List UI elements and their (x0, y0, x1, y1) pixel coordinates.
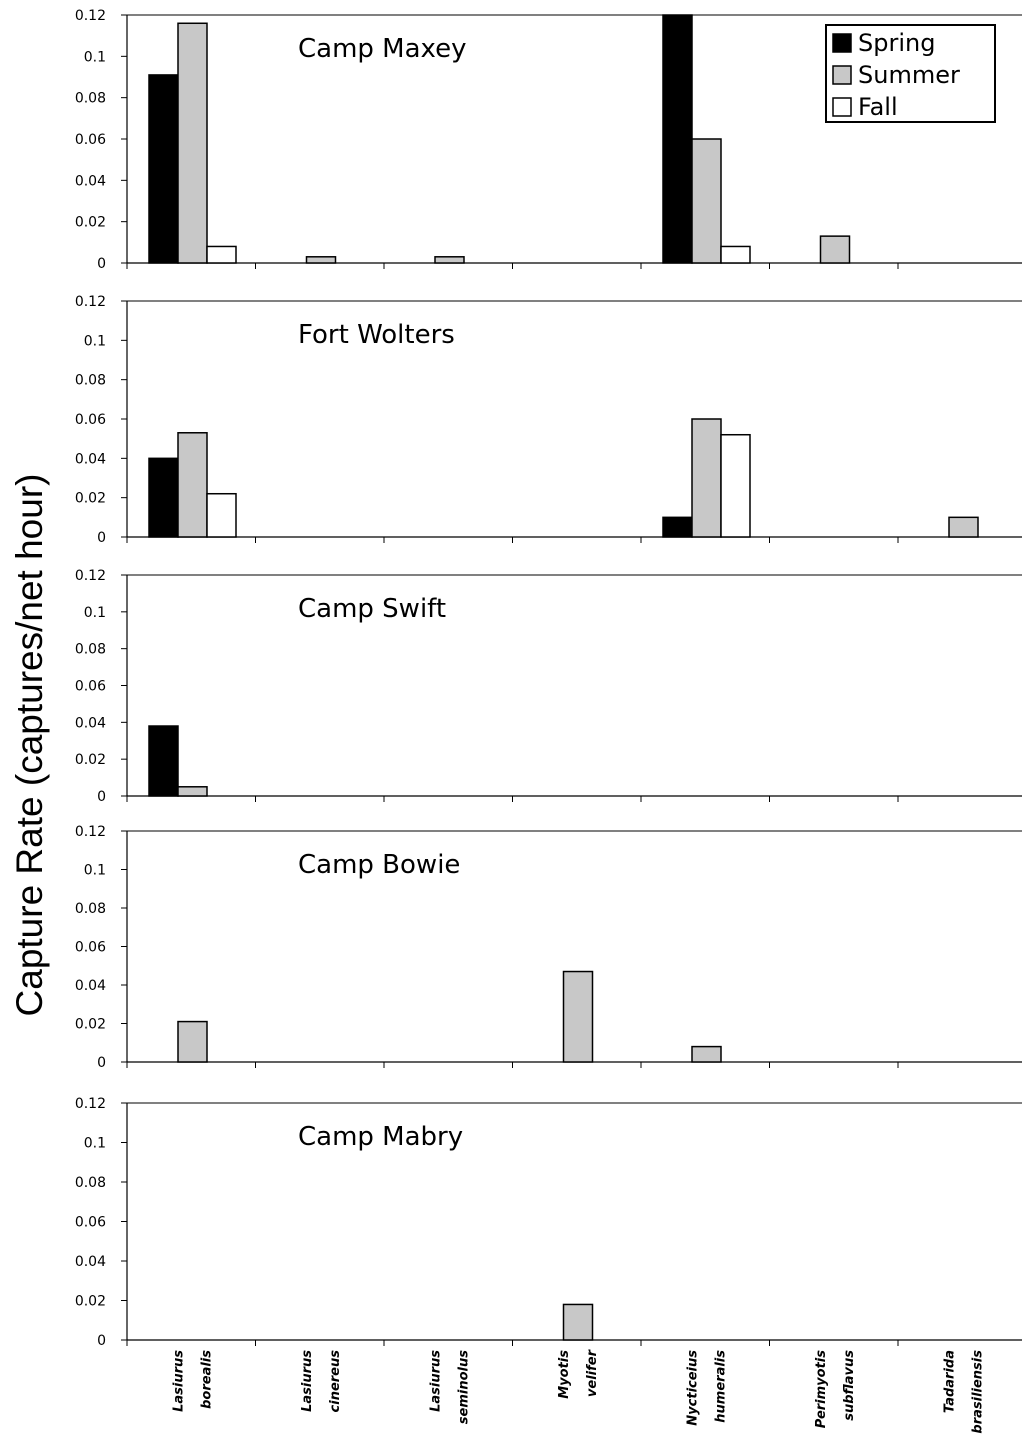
y-tick-label: 0.1 (84, 605, 106, 621)
y-tick-label: 0.1 (84, 49, 106, 65)
panel-title: Camp Swift (298, 594, 446, 624)
bar-summer-myotis-velifer (562, 1303, 594, 1341)
bar-summer-perimyotis-subflavus (819, 235, 851, 264)
panel-camp-bowie: 0 0.02 0.04 0.06 0.08 0.1 0.12 Camp Bowie (75, 824, 1022, 1071)
y-tick-label: 0.08 (75, 373, 106, 389)
bar-summer-lasiurus-cinereus (305, 256, 337, 264)
panel-title: Camp Mabry (298, 1122, 463, 1152)
x-tick-label: velifer (585, 1348, 600, 1397)
panel-title: Camp Maxey (298, 34, 467, 64)
x-tick-label: Perimyotis (814, 1350, 829, 1428)
y-tick-label: 0 (97, 1055, 106, 1071)
legend-swatch-summer (832, 65, 852, 85)
legend: Spring Summer Fall (825, 24, 996, 123)
bar-summer-nycticeius-humeralis (691, 1045, 722, 1063)
bar-summer-lasiurus-borealis (177, 786, 208, 797)
panel-title: Fort Wolters (298, 320, 455, 350)
y-tick-label: 0.06 (75, 679, 106, 695)
legend-label-spring: Spring (858, 29, 935, 57)
bar-summer-lasiurus-borealis (177, 432, 208, 538)
y-tick-label: 0.06 (75, 132, 106, 148)
panel-camp-swift: 0 0.02 0.04 0.06 0.08 0.1 0.12 Camp Swift (75, 568, 1022, 805)
y-tick-label: 0.08 (75, 91, 106, 107)
x-tick-label: brasiliensis (971, 1350, 986, 1434)
y-tick-label: 0.08 (75, 642, 106, 658)
y-tick-label: 0.12 (75, 824, 106, 840)
bar-spring-nycticeius-humeralis (662, 14, 693, 264)
bar-summer-myotis-velifer (562, 970, 594, 1063)
bar-summer-nycticeius-humeralis (691, 138, 722, 264)
y-tick-label: 0.04 (75, 173, 106, 189)
x-tick-label: subflavus (842, 1350, 857, 1421)
y-tick-label: 0.1 (84, 1136, 106, 1152)
x-tick-label: Lasiurus (300, 1350, 315, 1412)
bar-summer-nycticeius-humeralis (691, 418, 722, 538)
y-tick-label: 0.04 (75, 1254, 106, 1270)
panel-fort-wolters: 0 0.02 0.04 0.06 0.08 0.1 0.12 Fort Wolters (75, 294, 1022, 546)
bar-spring-lasiurus-borealis (148, 457, 179, 538)
panel-title: Camp Bowie (298, 850, 460, 880)
bar-summer-lasiurus-borealis (177, 22, 208, 264)
x-tick-label: humeralis (714, 1350, 729, 1423)
bar-spring-lasiurus-borealis (148, 725, 179, 797)
legend-label-summer: Summer (858, 61, 960, 89)
y-tick-label: 0.02 (75, 752, 106, 768)
y-tick-label: 0 (97, 256, 106, 272)
y-tick-label: 0.08 (75, 1175, 106, 1191)
x-tick-label: seminolus (457, 1350, 472, 1424)
y-tick-label: 0.02 (75, 215, 106, 231)
panel-camp-mabry: 0 0.02 0.04 0.06 0.08 0.1 0.12 Camp Mabry (75, 1096, 1022, 1349)
y-tick-label: 0 (97, 1333, 106, 1349)
bar-fall-lasiurus-borealis (206, 492, 237, 538)
bar-spring-nycticeius-humeralis (662, 516, 693, 538)
bar-fall-lasiurus-borealis (206, 245, 237, 264)
y-tick-label: 0.1 (84, 333, 106, 349)
bar-spring-lasiurus-borealis (148, 74, 179, 264)
x-tick-label: Lasiurus (172, 1350, 187, 1412)
y-tick-label: 0.12 (75, 294, 106, 310)
y-tick-label: 0.06 (75, 412, 106, 428)
y-tick-label: 0.12 (75, 568, 106, 584)
y-tick-label: 0.06 (75, 940, 106, 956)
bar-summer-tadarida-brasiliensis (948, 516, 979, 538)
y-tick-label: 0.04 (75, 978, 106, 994)
legend-swatch-spring (832, 33, 852, 53)
y-tick-label: 0.1 (84, 863, 106, 879)
x-axis-labels: Lasiurus borealis Lasiurus cinereus Lasiurus… (172, 1348, 986, 1433)
y-tick-label: 0.06 (75, 1215, 106, 1231)
y-tick-label: 0.04 (75, 451, 106, 467)
x-tick-label: borealis (200, 1350, 215, 1409)
y-tick-label: 0.02 (75, 1294, 106, 1310)
y-tick-label: 0.12 (75, 8, 106, 24)
legend-box (825, 24, 996, 123)
x-tick-label: Tadarida (943, 1350, 958, 1413)
x-tick-label: cinereus (328, 1350, 343, 1413)
y-tick-label: 0.08 (75, 901, 106, 917)
bar-summer-lasiurus-seminolus (434, 256, 465, 264)
legend-label-fall: Fall (858, 93, 898, 121)
x-tick-label: Lasiurus (429, 1350, 444, 1412)
y-tick-label: 0.02 (75, 491, 106, 507)
y-tick-label: 0 (97, 530, 106, 546)
y-tick-label: 0.04 (75, 715, 106, 731)
x-tick-label: Myotis (557, 1350, 572, 1399)
panel-camp-maxey: 0 0.02 0.04 0.06 0.08 0.1 0.12 Camp Maxey (75, 8, 1022, 272)
bar-fall-nycticeius-humeralis (720, 245, 751, 264)
x-tick-label: Nycticeius (686, 1350, 701, 1426)
bar-summer-lasiurus-borealis (177, 1020, 208, 1063)
legend-swatch-fall (832, 97, 852, 117)
y-tick-label: 0.02 (75, 1017, 106, 1033)
y-tick-label: 0.12 (75, 1096, 106, 1112)
y-tick-label: 0 (97, 789, 106, 805)
bar-fall-nycticeius-humeralis (720, 433, 751, 538)
